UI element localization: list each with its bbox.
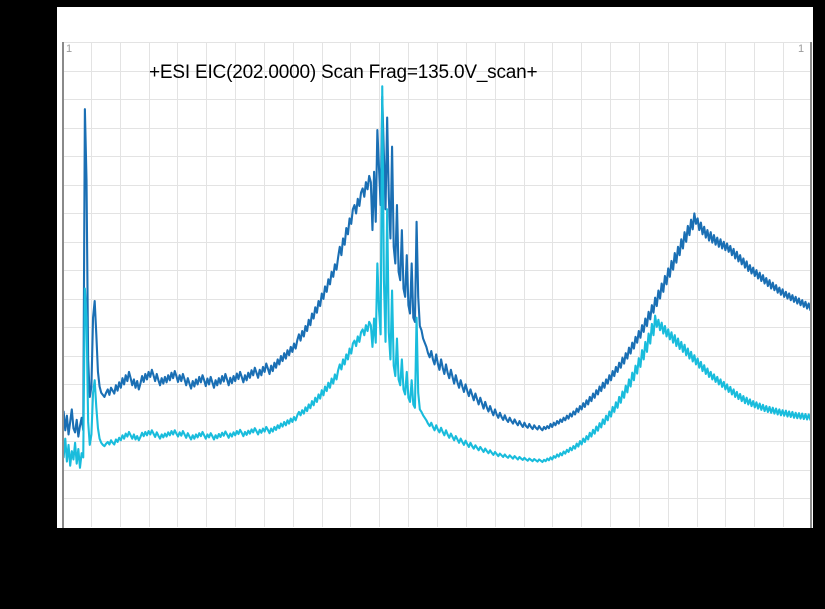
trace-dark-blue bbox=[62, 95, 812, 438]
series-lines bbox=[62, 85, 812, 469]
chart-title: +ESI EIC(202.0000) Scan Frag=135.0V_scan… bbox=[149, 62, 538, 83]
y-axis-scale-label-right: 1 bbox=[798, 43, 805, 55]
y-axis-right-spine bbox=[810, 42, 812, 528]
plot-area[interactable] bbox=[62, 42, 812, 527]
chart-panel: 1 1 +ESI EIC(202.0000) Scan Frag=135.0V_… bbox=[57, 7, 813, 528]
y-axis-scale-label-left: 1 bbox=[66, 43, 73, 55]
y-axis-left-spine bbox=[62, 42, 64, 528]
plot-svg bbox=[62, 42, 812, 527]
trace-cyan bbox=[62, 85, 812, 469]
grid-lines bbox=[62, 42, 812, 527]
